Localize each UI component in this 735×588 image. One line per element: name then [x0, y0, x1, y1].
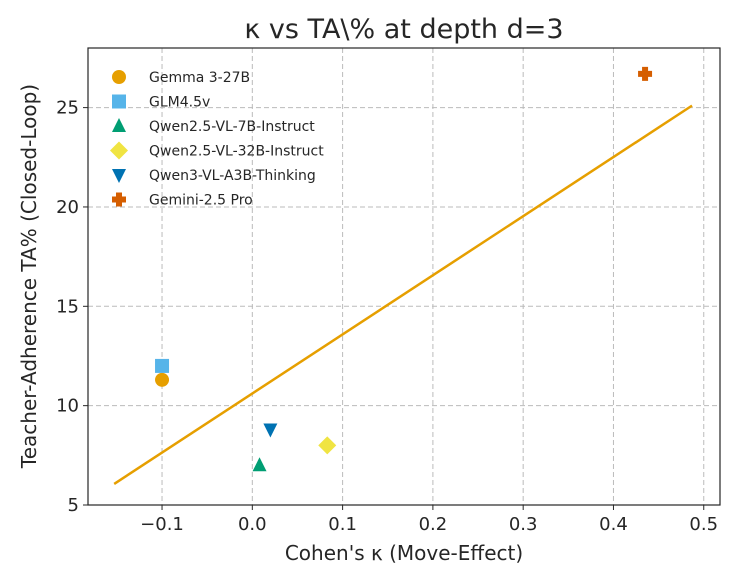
x-tick-label: 0.2	[419, 514, 448, 535]
legend-label: Qwen2.5-VL-7B-Instruct	[149, 119, 315, 135]
y-tick-label: 5	[68, 495, 79, 516]
legend: Gemma 3-27B GLM4.5v Qwen2.5-VL-7B-Instruct…	[110, 70, 324, 209]
x-tick-label: −0.1	[140, 514, 184, 535]
data-point	[638, 66, 653, 81]
x-tick-label: 0.5	[689, 514, 718, 535]
legend-marker	[112, 70, 126, 84]
legend-label: Gemma 3-27B	[149, 70, 250, 86]
x-tick-label: 0.0	[238, 514, 267, 535]
y-tick-label: 20	[56, 197, 79, 218]
x-tick-label: 0.1	[328, 514, 357, 535]
legend-label: Qwen3-VL-A3B-Thinking	[149, 168, 316, 184]
x-axis-label: Cohen's κ (Move-Effect)	[285, 541, 523, 565]
y-tick-label: 25	[56, 98, 79, 119]
legend-label: Gemini-2.5 Pro	[149, 193, 253, 209]
x-tick-label: 0.3	[509, 514, 538, 535]
legend-marker	[110, 141, 128, 160]
chart-title: κ vs TA\% at depth d=3	[244, 14, 563, 45]
data-point	[263, 423, 278, 438]
data-point	[318, 436, 337, 455]
y-tick-label: 15	[56, 296, 79, 317]
x-tick-label: 0.4	[599, 514, 628, 535]
legend-marker	[112, 118, 126, 132]
legend-label: Qwen2.5-VL-32B-Instruct	[149, 144, 324, 160]
y-axis-label: Teacher-Adherence TA% (Closed-Loop)	[17, 84, 41, 469]
plot-frame	[87, 47, 721, 506]
data-point	[155, 372, 170, 387]
data-point	[252, 457, 267, 472]
legend-marker	[112, 169, 126, 183]
legend-label: GLM4.5v	[149, 95, 210, 111]
data-point	[155, 358, 170, 373]
legend-marker	[112, 94, 126, 109]
fit-line	[113, 104, 693, 485]
y-tick-label: 10	[56, 396, 79, 417]
legend-marker	[112, 192, 126, 207]
